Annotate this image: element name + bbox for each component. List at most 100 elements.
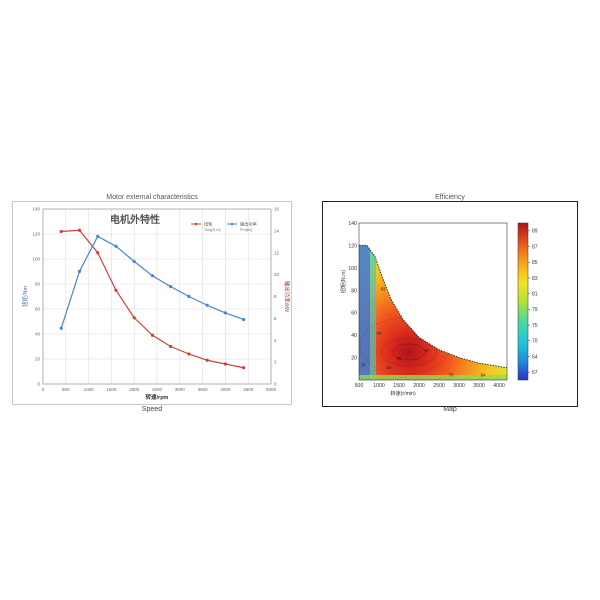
x-tick-label: 2500 xyxy=(152,387,163,392)
colorbar-tick-label: 70 xyxy=(532,339,538,345)
series-1-point xyxy=(59,326,63,330)
plot-area-border xyxy=(42,208,272,385)
series-0-point xyxy=(205,358,209,362)
series-0-point xyxy=(242,366,246,370)
colorbar-tick-label: 83 xyxy=(532,276,538,282)
map-y-tick-label: 60 xyxy=(351,311,357,317)
y-right-tick-label: 10 xyxy=(274,272,280,277)
legend-marker xyxy=(194,222,198,226)
y-left-axis-label: 扭矩/Nm xyxy=(21,286,29,308)
left-panel-title: Motor external characteristics xyxy=(106,194,198,201)
map-y-tick-label: 140 xyxy=(348,221,357,227)
motor-characteristics-chart-frame: 0 500 1000 1500 2000 2500 3000 3500 4000 4500 5000… xyxy=(12,201,292,405)
series-1-point xyxy=(114,244,118,248)
mid-efficiency-band xyxy=(370,245,376,380)
y-left-tick-label: 140 xyxy=(32,207,40,212)
legend-label: 输出功率 xyxy=(240,221,257,228)
contour-87 xyxy=(380,337,438,367)
series-1-point xyxy=(242,317,246,322)
series-0-point xyxy=(187,352,191,356)
legend-label: 扭矩 xyxy=(204,221,212,228)
y-right-axis-label: 输出功率/kW xyxy=(283,281,291,313)
torque-boundary xyxy=(359,244,508,369)
contour-label: 75 xyxy=(361,363,366,368)
low-efficiency-band xyxy=(359,245,370,380)
legend-sublabel: Torq[N.m] xyxy=(204,228,220,232)
map-x-tick-label: 2000 xyxy=(413,383,425,389)
contour-label: 64 xyxy=(481,373,486,378)
colorbar-tick-label: 85 xyxy=(532,260,538,266)
map-y-tick-label: 100 xyxy=(348,266,357,272)
map-y-tick-label: 20 xyxy=(351,356,357,362)
y-right-tick-label: 6 xyxy=(274,316,277,321)
y-left-tick-label: 20 xyxy=(35,357,41,362)
contour-label: 79 xyxy=(377,331,382,336)
x-tick-label: 500 xyxy=(62,387,70,392)
map-y-tick-label: 80 xyxy=(351,288,357,294)
series-0-point xyxy=(114,288,118,292)
map-x-tick-label: 1000 xyxy=(373,383,385,389)
x-tick-label: 3000 xyxy=(175,387,186,392)
x-tick-label: 2000 xyxy=(129,387,140,392)
y-left-tick-label: 80 xyxy=(35,282,41,287)
contour-label: 83 xyxy=(387,365,392,370)
y-right-tick-label: 4 xyxy=(274,338,277,343)
map-y-tick-label: 40 xyxy=(351,333,357,339)
right-panel-caption: Map xyxy=(443,406,457,413)
motor-characteristics-chart: 0 500 1000 1500 2000 2500 3000 3500 4000 4500 5000… xyxy=(21,207,291,402)
y-left-tick-label: 40 xyxy=(35,332,41,337)
x-tick-label: 1500 xyxy=(106,387,117,392)
y-right-tick-label: 16 xyxy=(274,207,280,212)
colorbar-tick-label: 64 xyxy=(532,354,538,360)
x-tick-label: 0 xyxy=(42,387,45,392)
y-right-tick-label: 2 xyxy=(274,360,277,365)
series-0-point xyxy=(150,333,155,337)
series-0-point xyxy=(59,229,63,234)
colorbar-tick-label: 89 xyxy=(532,229,538,235)
map-plot-border xyxy=(358,222,508,381)
map-x-tick-label: 4000 xyxy=(493,383,505,389)
x-axis-label: 转速/rpm xyxy=(146,393,169,401)
colorbar-tick-label: 87 xyxy=(532,244,538,250)
y-left-tick-label: 120 xyxy=(32,232,40,237)
contour-label: 87 xyxy=(425,348,430,353)
y-left-tick-label: 100 xyxy=(32,257,40,262)
map-x-tick-label: 3000 xyxy=(453,383,465,389)
series-0-point xyxy=(132,316,136,320)
right-panel-title: Efficiency xyxy=(435,194,465,201)
map-x-tick-label: 500 xyxy=(355,383,364,389)
y-left-tick-label: 60 xyxy=(35,307,41,312)
efficiency-map-chart: 83 79 87 85 83 70 64 75 500 1000 1500 2000 2500 3000 3… xyxy=(339,221,538,397)
map-x-tick-label: 2500 xyxy=(433,383,445,389)
x-tick-label: 3500 xyxy=(198,387,209,392)
series-1-point xyxy=(77,269,82,273)
y-left-tick-label: 0 xyxy=(37,382,40,387)
colorbar-tick-label: 79 xyxy=(532,307,538,313)
legend-sublabel: Pm[kw] xyxy=(240,228,252,232)
map-x-tick-label: 1500 xyxy=(393,383,405,389)
y-right-tick-label: 14 xyxy=(274,228,280,233)
series-0-point xyxy=(96,251,100,255)
efficiency-map-frame: 83 79 87 85 83 70 64 75 500 1000 1500 2000 2500 3000 3… xyxy=(322,201,578,407)
y-right-tick-label: 8 xyxy=(274,294,277,299)
y-right-tick-label: 0 xyxy=(274,382,277,387)
series-1-point xyxy=(132,259,136,264)
efficiency-field xyxy=(359,245,507,380)
series-1-point xyxy=(96,234,100,238)
contour-label: 85 xyxy=(397,356,402,361)
left-panel-caption: Speed xyxy=(141,406,163,413)
map-x-tick-label: 3500 xyxy=(473,383,485,389)
series-1-point xyxy=(205,303,209,307)
chart-inner-title: 电机外特性 xyxy=(110,213,160,226)
series-0-point xyxy=(223,362,227,366)
series-1-point xyxy=(223,311,227,315)
colorbar xyxy=(517,222,529,381)
map-y-axis-label: 扭矩(N.m) xyxy=(339,270,347,294)
x-tick-label: 4000 xyxy=(220,387,231,392)
x-tick-label: 1000 xyxy=(84,387,95,392)
series-1-point xyxy=(187,294,191,299)
map-y-tick-label: 120 xyxy=(348,243,357,249)
series-0-point xyxy=(77,228,82,232)
bottom-efficiency-band xyxy=(359,375,507,380)
